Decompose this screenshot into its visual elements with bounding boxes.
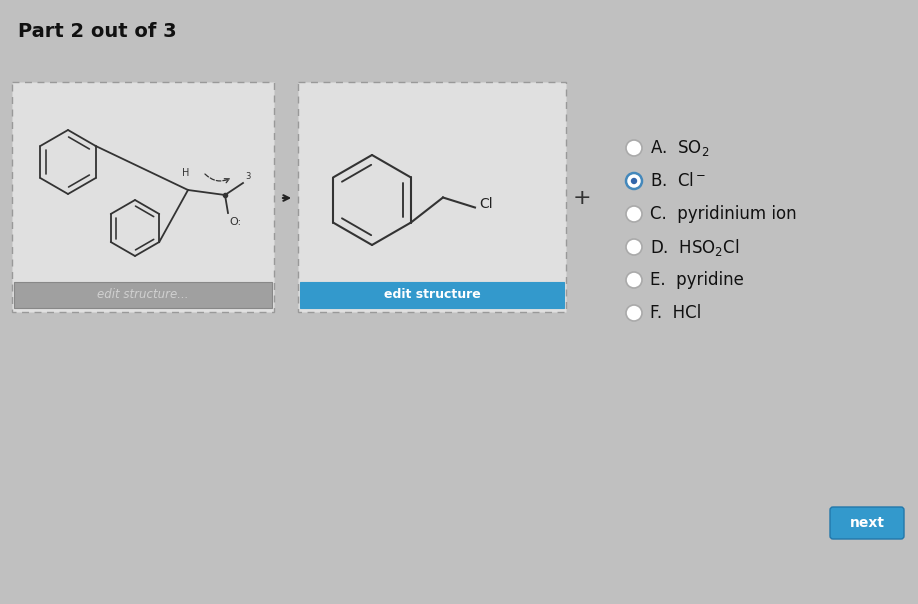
Text: Part 2 out of 3: Part 2 out of 3	[18, 22, 176, 41]
Text: C.  pyridinium ion: C. pyridinium ion	[650, 205, 797, 223]
Text: +: +	[573, 188, 591, 208]
Text: E.  pyridine: E. pyridine	[650, 271, 744, 289]
Text: Cl: Cl	[479, 196, 493, 211]
Circle shape	[626, 272, 642, 288]
Text: A.  SO$_2$: A. SO$_2$	[650, 138, 710, 158]
FancyBboxPatch shape	[14, 282, 272, 308]
Text: H: H	[183, 168, 190, 178]
Text: F.  HCl: F. HCl	[650, 304, 701, 322]
Circle shape	[626, 173, 642, 189]
Circle shape	[626, 239, 642, 255]
Circle shape	[626, 305, 642, 321]
Text: O:: O:	[229, 217, 241, 227]
Text: D.  HSO$_2$Cl: D. HSO$_2$Cl	[650, 237, 740, 257]
Circle shape	[631, 178, 637, 184]
Text: next: next	[849, 516, 885, 530]
Text: edit structure: edit structure	[384, 289, 480, 301]
Text: B.  Cl$^-$: B. Cl$^-$	[650, 172, 707, 190]
Text: edit structure...: edit structure...	[97, 289, 189, 301]
Text: 3: 3	[245, 172, 251, 181]
FancyBboxPatch shape	[298, 82, 566, 312]
FancyBboxPatch shape	[300, 282, 564, 308]
Circle shape	[626, 140, 642, 156]
FancyBboxPatch shape	[12, 82, 274, 312]
FancyBboxPatch shape	[830, 507, 904, 539]
FancyArrowPatch shape	[205, 174, 230, 183]
Circle shape	[626, 206, 642, 222]
